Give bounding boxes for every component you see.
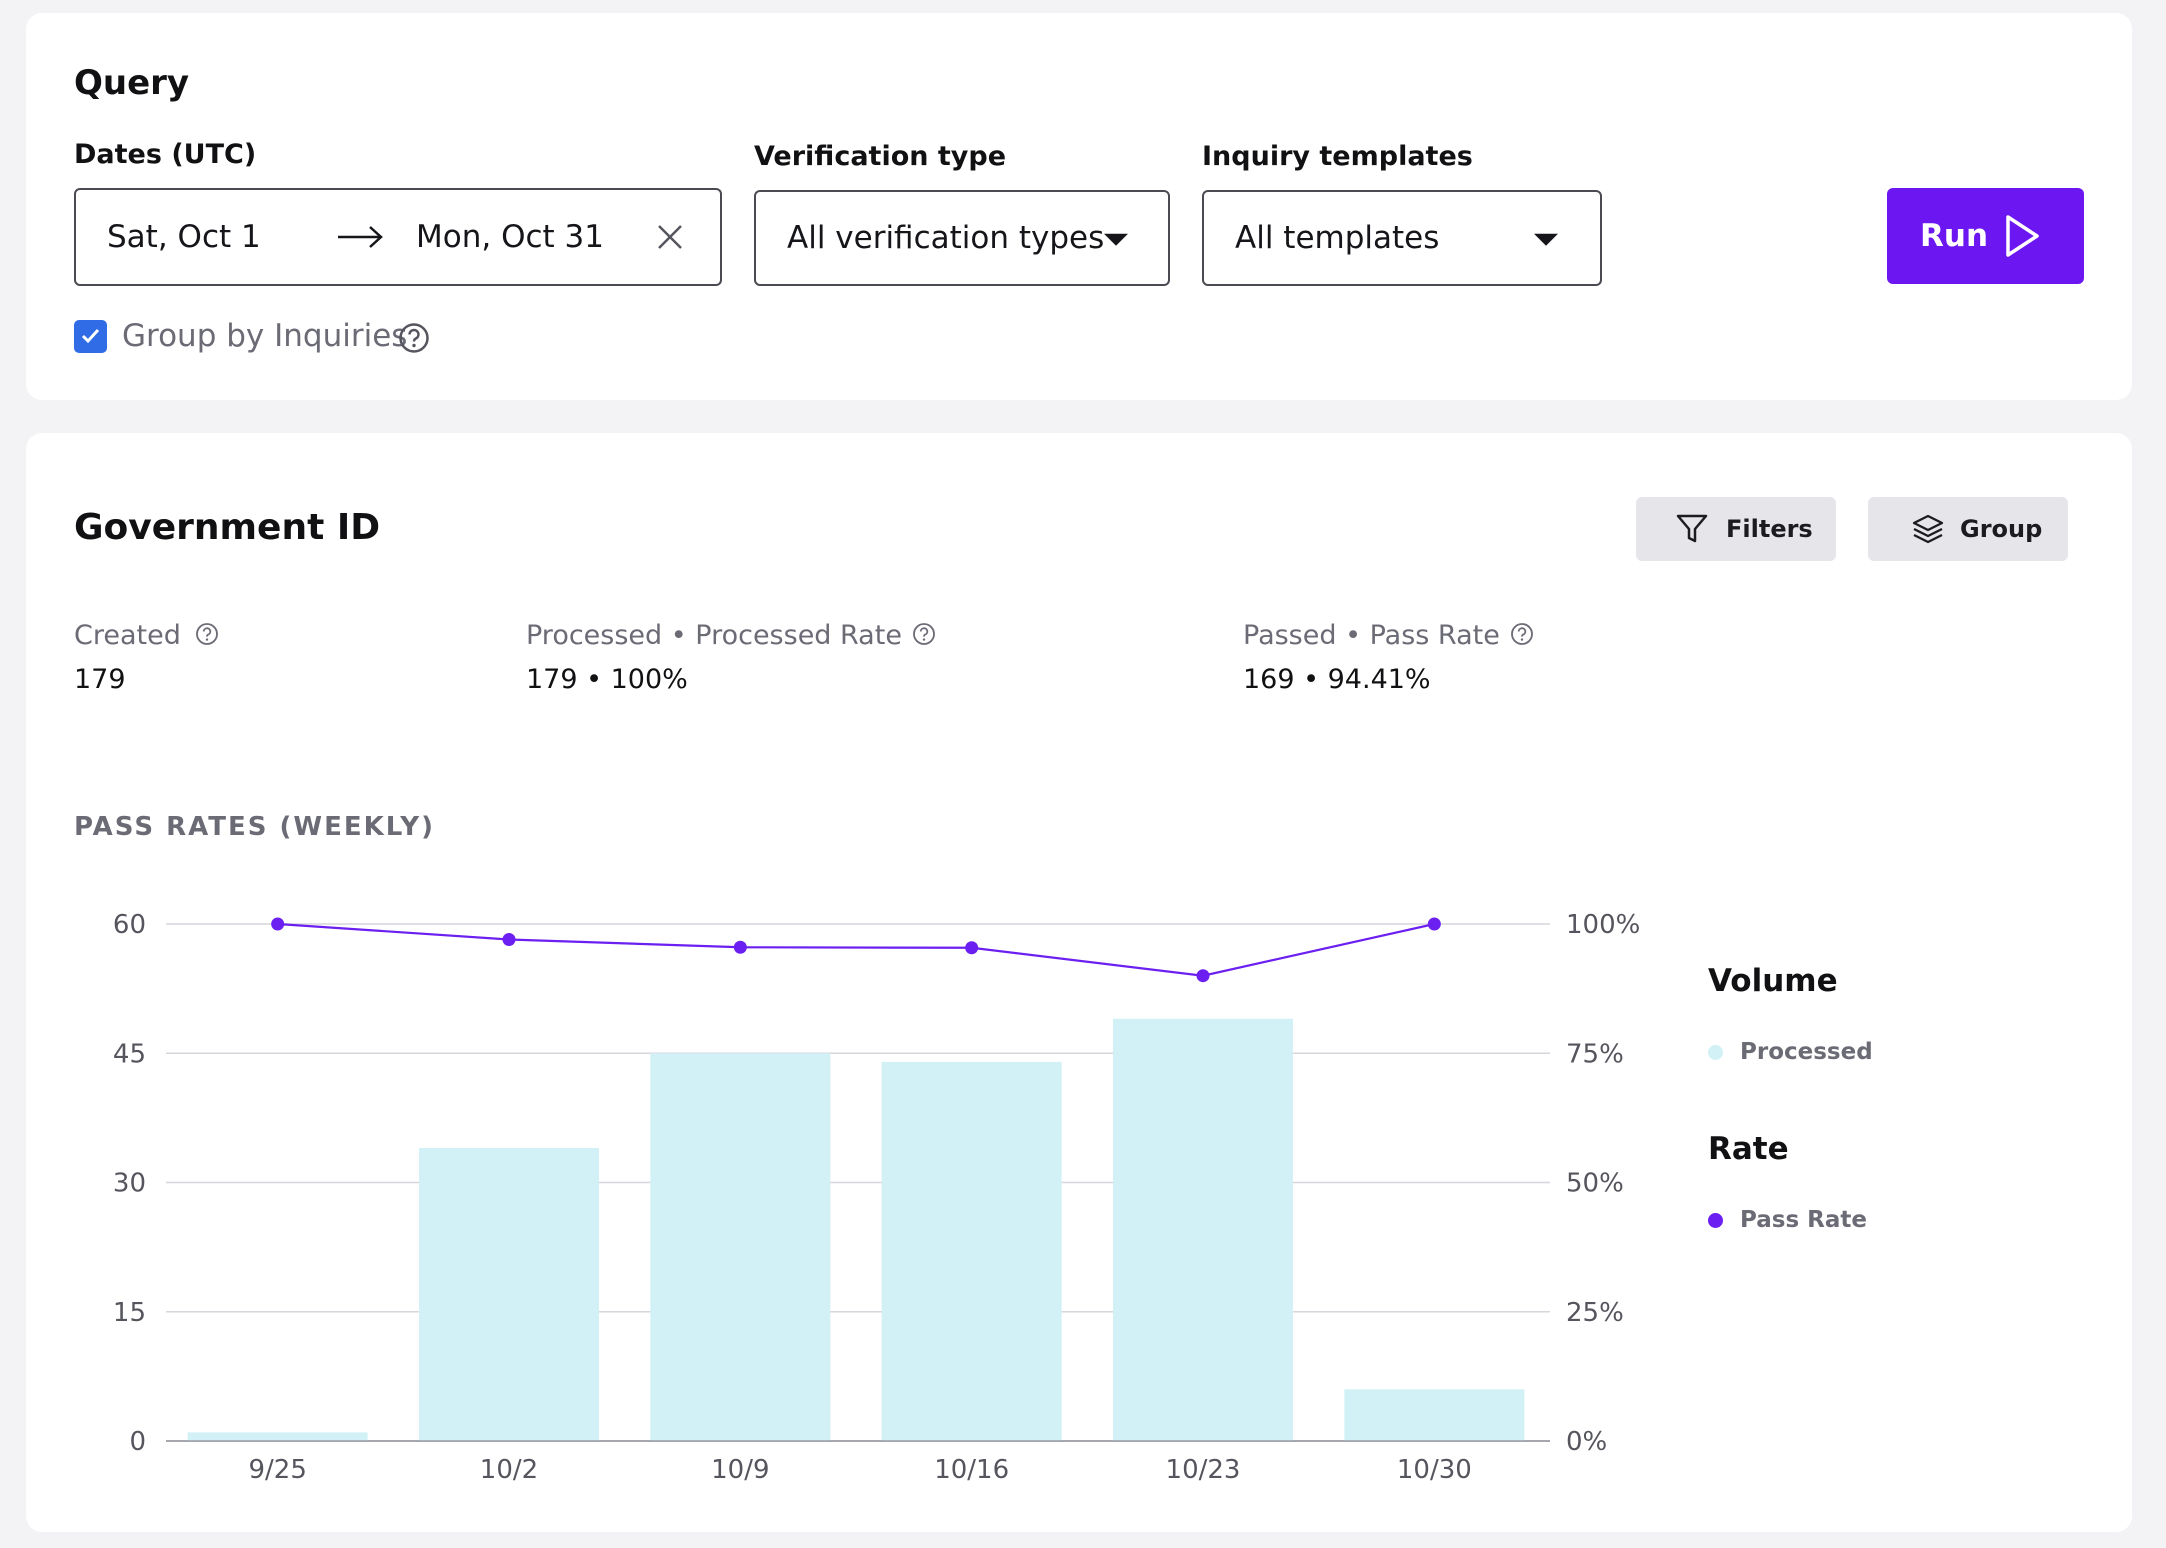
x-tick-label: 9/25 [248, 1455, 306, 1485]
query-title: Query [74, 63, 190, 103]
y-left-tick-label: 45 [113, 1039, 146, 1069]
layers-icon [1912, 514, 1944, 544]
date-end[interactable]: Mon, Oct 31 [416, 219, 604, 255]
legend-pass-rate-swatch [1708, 1213, 1723, 1228]
chevron-down-icon [1534, 233, 1558, 246]
date-start[interactable]: Sat, Oct 1 [107, 219, 261, 255]
bar-processed [881, 1061, 1062, 1441]
y-left-tick-label: 60 [113, 910, 146, 940]
pass-rate-point [1427, 917, 1441, 931]
y-right-tick-label: 50% [1566, 1169, 1624, 1199]
dates-label: Dates (UTC) [74, 139, 257, 170]
legend-rate-heading: Rate [1708, 1131, 1789, 1167]
group-by-inquiries-label[interactable]: Group by Inquiries [122, 318, 408, 354]
bar-processed [419, 1148, 599, 1441]
metric-passed-label: Passed • Pass Rate [1243, 620, 1500, 651]
bar-processed [187, 1432, 368, 1441]
arrow-right-icon [338, 226, 383, 248]
x-tick-label: 10/2 [480, 1455, 538, 1485]
bar-processed [1344, 1389, 1525, 1441]
pass-rate-line [277, 922, 1435, 977]
help-icon[interactable] [195, 622, 219, 646]
y-left-tick-label: 0 [129, 1427, 146, 1457]
verification-type-label: Verification type [754, 141, 1007, 172]
legend-processed-swatch [1708, 1045, 1723, 1060]
government-id-title: Government ID [74, 507, 381, 548]
x-tick-label: 10/16 [934, 1455, 1009, 1485]
y-right-tick-label: 100% [1566, 910, 1640, 940]
x-tick-label: 10/23 [1166, 1455, 1241, 1485]
group-button-label: Group [1960, 515, 2043, 543]
run-button-label: Run [1920, 218, 1989, 254]
metric-passed-value: 169 • 94.41% [1243, 664, 1431, 695]
pass-rate-point [1196, 969, 1210, 983]
y-left-tick-label: 15 [113, 1298, 146, 1328]
pass-rates-chart: 0 15 30 45 60 0% 25% 50% 75% 100% 9/25 10/2 10/9 10/1… [113, 910, 1640, 1485]
metric-created-label: Created [74, 620, 181, 651]
metric-processed-value: 179 • 100% [526, 664, 688, 695]
x-tick-label: 10/30 [1397, 1455, 1472, 1485]
chevron-down-icon [1104, 233, 1128, 246]
bar-processed [650, 1053, 831, 1441]
run-button[interactable]: Run [1887, 188, 2084, 284]
metric-created-value: 179 [74, 664, 126, 695]
pass-rate-point [502, 933, 516, 947]
inquiry-templates-value: All templates [1235, 220, 1440, 256]
clear-icon[interactable] [656, 223, 684, 251]
inquiry-templates-select[interactable]: All templates [1202, 190, 1602, 286]
check-icon [81, 328, 100, 344]
pass-rate-point [965, 941, 979, 955]
y-right-tick-label: 25% [1566, 1298, 1624, 1328]
inquiry-templates-label: Inquiry templates [1202, 141, 1473, 172]
pass-rate-point [271, 917, 285, 931]
legend-pass-rate-label[interactable]: Pass Rate [1740, 1207, 1867, 1233]
bar-processed [1113, 1018, 1293, 1441]
group-by-inquiries-checkbox[interactable] [74, 320, 107, 353]
y-left-tick-label: 30 [113, 1169, 146, 1199]
filters-button-label: Filters [1726, 515, 1813, 543]
y-right-tick-label: 75% [1566, 1039, 1624, 1069]
help-icon[interactable] [398, 322, 430, 354]
group-button[interactable]: Group [1868, 497, 2068, 561]
government-id-card: Government ID Filters Group Created 179 … [26, 433, 2132, 1532]
help-icon[interactable] [912, 622, 936, 646]
metric-processed-label: Processed • Processed Rate [526, 620, 902, 651]
legend-volume-heading: Volume [1708, 963, 1838, 999]
filter-icon [1676, 514, 1708, 543]
verification-type-value: All verification types [787, 220, 1105, 256]
pass-rate-point [733, 940, 747, 954]
x-tick-label: 10/9 [711, 1455, 769, 1485]
y-right-tick-label: 0% [1566, 1427, 1607, 1457]
play-icon [2006, 215, 2039, 257]
legend-processed-label[interactable]: Processed [1740, 1039, 1873, 1065]
chart-caption: PASS RATES (WEEKLY) [74, 812, 435, 842]
verification-type-select[interactable]: All verification types [754, 190, 1170, 286]
filters-button[interactable]: Filters [1636, 497, 1836, 561]
query-card: Query Dates (UTC) Sat, Oct 1 Mon, Oct 31… [26, 13, 2132, 400]
help-icon[interactable] [1510, 622, 1534, 646]
date-range-picker[interactable]: Sat, Oct 1 Mon, Oct 31 [74, 188, 722, 286]
